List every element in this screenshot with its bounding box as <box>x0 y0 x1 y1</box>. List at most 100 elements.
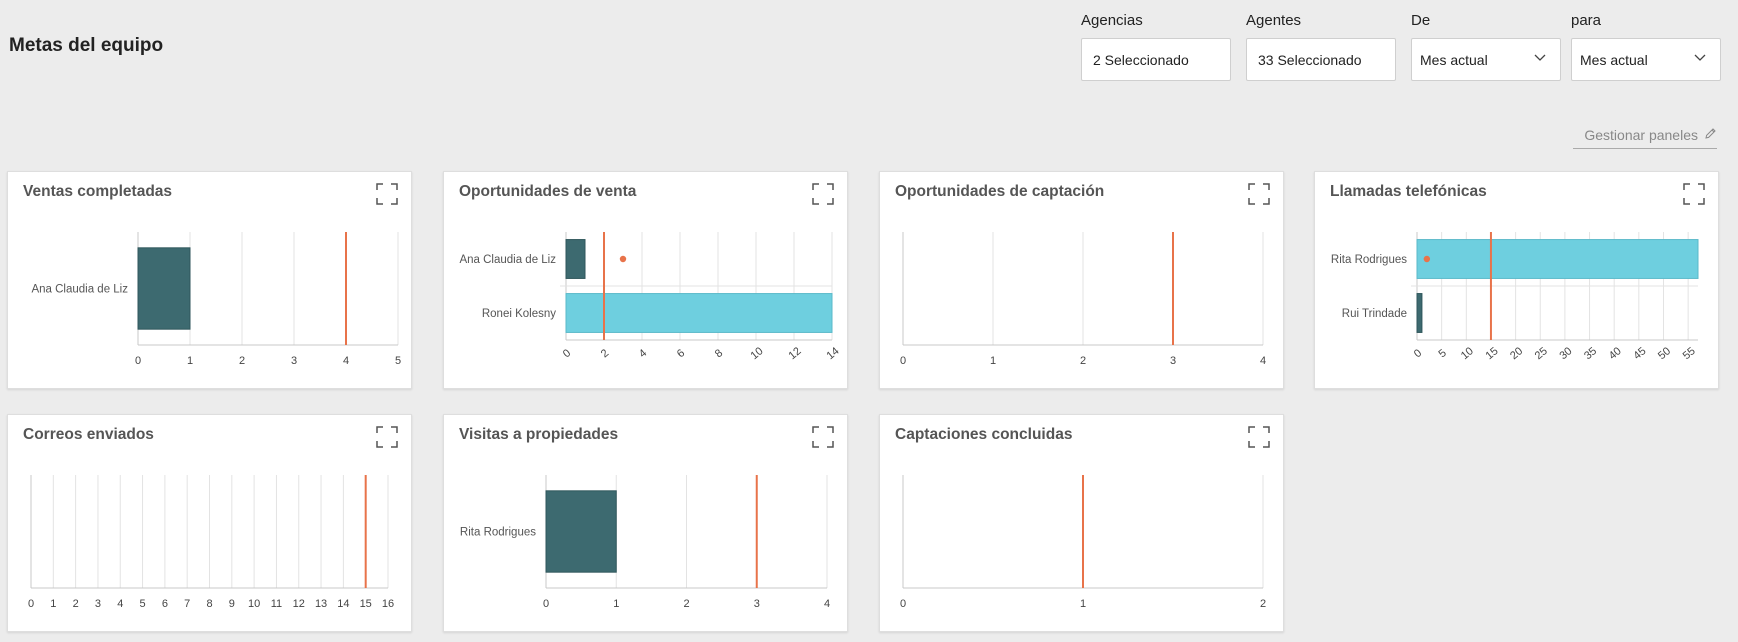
agentes-label: Agentes <box>1246 12 1302 29</box>
tick-label: 10 <box>749 345 766 362</box>
manage-panels-button[interactable]: Gestionar paneles <box>1573 127 1717 149</box>
progress-marker <box>619 255 627 263</box>
tick-label: 0 <box>900 355 906 367</box>
tick-label: 16 <box>382 598 394 610</box>
tick-label: 0 <box>135 355 141 367</box>
expand-icon[interactable] <box>1248 183 1270 210</box>
tick-label: 6 <box>675 347 687 360</box>
tick-label: 1 <box>990 355 996 367</box>
tick-label: 2 <box>73 598 79 610</box>
chart-card: Correos enviados 0 1 2 3 4 5 6 7 8 9 10 11 12 13 14 15 16 <box>7 414 412 632</box>
chevron-down-icon <box>1534 54 1546 61</box>
tick-label: 3 <box>95 598 101 610</box>
category-label: Rita Rodrigues <box>460 527 536 539</box>
agencias-filter: Agencias 2 Seleccionado <box>1081 12 1231 81</box>
tick-label: 12 <box>787 345 804 362</box>
tick-label: 3 <box>754 598 760 610</box>
chart-plot: 0 2 4 6 8 10 12 14 Ana Claudia de Liz Ronei Koles… <box>459 232 842 362</box>
de-value: Mes actual <box>1420 51 1488 68</box>
bar <box>565 293 833 333</box>
tick-label: 2 <box>683 598 689 610</box>
expand-icon[interactable] <box>376 183 398 210</box>
tick-label: 5 <box>140 598 146 610</box>
tick-label: 4 <box>824 598 830 610</box>
chart-card: Oportunidades de venta 0 2 4 6 8 10 12 14 Ana Cla… <box>443 171 848 389</box>
chart-title: Oportunidades de captación <box>895 183 1105 200</box>
chart-title: Oportunidades de venta <box>459 183 637 200</box>
tick-label: 1 <box>613 598 619 610</box>
chart-card: Ventas completadas 0 1 2 3 4 5 Ana Claudia de L… <box>7 171 412 389</box>
tick-label: 4 <box>1260 355 1266 367</box>
expand-icon[interactable] <box>1248 426 1270 453</box>
tick-label: 0 <box>1412 347 1424 360</box>
expand-icon[interactable] <box>1683 183 1705 210</box>
agencias-select[interactable]: 2 Seleccionado <box>1081 38 1231 81</box>
tick-label: 1 <box>50 598 56 610</box>
tick-label: 2 <box>1260 598 1266 610</box>
chart-card: Visitas a propiedades 0 1 2 3 4 Rita Rodrigues <box>443 414 848 632</box>
bar <box>1416 239 1699 279</box>
tick-label: 3 <box>291 355 297 367</box>
tick-label: 4 <box>343 355 349 367</box>
manage-panels-label: Gestionar paneles <box>1584 127 1698 143</box>
tick-label: 5 <box>1437 347 1449 360</box>
chart-card: Oportunidades de captación 0 1 2 3 4 <box>879 171 1284 389</box>
expand-icon[interactable] <box>812 183 834 210</box>
tick-label: 35 <box>1582 345 1599 362</box>
chart-card: Llamadas telefónicas 0 5 10 15 20 25 30 35 40 45 50… <box>1314 171 1719 389</box>
expand-icon[interactable] <box>812 426 834 453</box>
tick-label: 2 <box>1080 355 1086 367</box>
de-select[interactable]: Mes actual <box>1411 38 1561 81</box>
chart-plot: 0 1 2 <box>900 475 1266 610</box>
tick-label: 0 <box>28 598 34 610</box>
de-filter: De Mes actual <box>1411 12 1561 81</box>
tick-label: 40 <box>1607 345 1624 362</box>
chevron-down-icon <box>1694 54 1706 61</box>
tick-label: 1 <box>1080 598 1086 610</box>
tick-label: 10 <box>248 598 260 610</box>
category-label: Ana Claudia de Liz <box>459 254 556 266</box>
tick-label: 10 <box>1459 345 1476 362</box>
expand-icon[interactable] <box>376 426 398 453</box>
tick-label: 50 <box>1656 345 1673 362</box>
para-select[interactable]: Mes actual <box>1571 38 1721 81</box>
tick-label: 55 <box>1681 345 1698 362</box>
bar <box>565 239 586 279</box>
agentes-select[interactable]: 33 Seleccionado <box>1246 38 1396 81</box>
tick-label: 8 <box>713 347 725 360</box>
tick-label: 8 <box>206 598 212 610</box>
tick-label: 2 <box>239 355 245 367</box>
agentes-value: 33 Seleccionado <box>1258 51 1362 68</box>
chart-title: Visitas a propiedades <box>459 426 619 443</box>
chart-title: Llamadas telefónicas <box>1330 183 1487 200</box>
tick-label: 4 <box>117 598 123 610</box>
chart-plot: 0 1 2 3 4 Rita Rodrigues <box>460 475 830 610</box>
chart-plot: 0 1 2 3 4 5 Ana Claudia de Liz <box>31 232 401 367</box>
tick-label: 0 <box>561 347 573 360</box>
agencias-label: Agencias <box>1081 12 1143 29</box>
tick-label: 20 <box>1508 345 1525 362</box>
tick-label: 3 <box>1170 355 1176 367</box>
chart-card: Captaciones concluidas 0 1 2 <box>879 414 1284 632</box>
de-label: De <box>1411 12 1431 29</box>
tick-label: 30 <box>1557 345 1574 362</box>
tick-label: 1 <box>187 355 193 367</box>
agentes-filter: Agentes 33 Seleccionado <box>1246 12 1396 81</box>
category-label: Ana Claudia de Liz <box>31 284 128 296</box>
category-label: Rui Trindade <box>1342 308 1407 320</box>
tick-label: 0 <box>543 598 549 610</box>
chart-plot: 0 5 10 15 20 25 30 35 40 45 50 55 Rita Rodrigues Rui … <box>1331 232 1699 362</box>
category-label: Rita Rodrigues <box>1331 254 1407 266</box>
tick-label: 2 <box>599 347 611 360</box>
progress-marker <box>1423 255 1431 263</box>
pencil-icon <box>1705 128 1716 139</box>
tick-label: 12 <box>293 598 305 610</box>
category-label: Ronei Kolesny <box>482 308 556 320</box>
chart-plot: 0 1 2 3 4 5 6 7 8 9 10 11 12 13 14 15 16 <box>28 475 394 610</box>
para-value: Mes actual <box>1580 51 1648 68</box>
agencias-value: 2 Seleccionado <box>1093 51 1189 68</box>
bar <box>137 247 191 330</box>
tick-label: 5 <box>395 355 401 367</box>
tick-label: 9 <box>229 598 235 610</box>
chart-title: Correos enviados <box>23 426 154 443</box>
